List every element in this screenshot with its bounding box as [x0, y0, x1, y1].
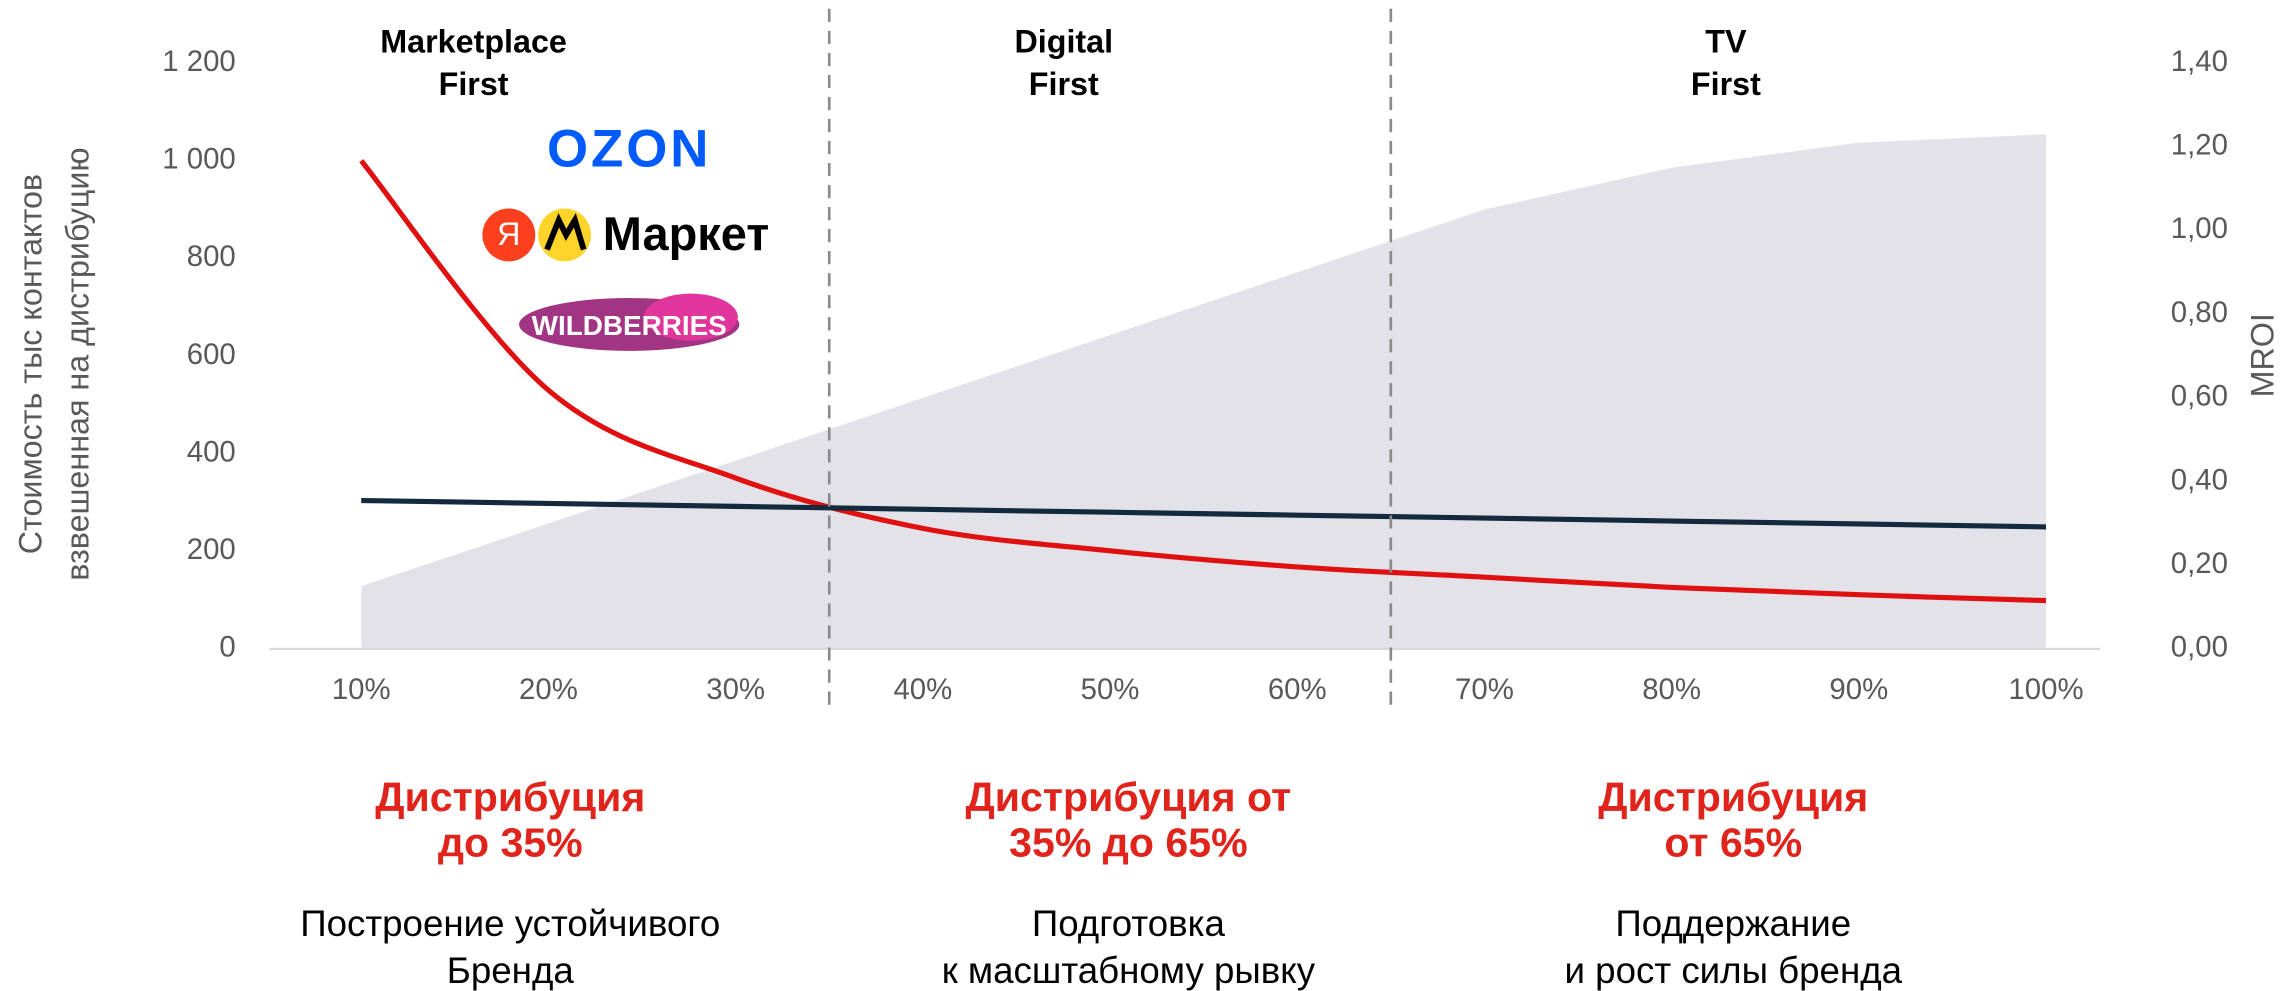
ozon-logo: OZON: [547, 120, 711, 179]
x-tick-label: 60%: [1268, 673, 1327, 706]
section-title: Digital: [1014, 24, 1113, 60]
section-title: TV: [1705, 24, 1747, 60]
section-text: Построение устойчивого: [300, 903, 720, 944]
market-logo: Маркет: [603, 207, 770, 260]
y-tick-label: 600: [187, 338, 236, 371]
x-tick-label: 50%: [1081, 673, 1140, 706]
line: [361, 497, 2047, 530]
y-tick-label: 0: [219, 631, 235, 664]
x-tick-label: 80%: [1642, 673, 1701, 706]
x-tick-label: 10%: [332, 673, 391, 706]
y2-tick-label: 0,20: [2171, 547, 2228, 580]
wb-blob-pink: [643, 293, 738, 341]
section-heading: Дистрибуция: [1598, 774, 1868, 820]
y2-axis-title: MROI: [2244, 313, 2280, 397]
yandex-circle: [482, 208, 536, 262]
section-text: Подготовка: [1032, 903, 1226, 944]
y-axis-title: Стоимость тыс контактов: [13, 174, 49, 554]
section-title: First: [439, 66, 509, 102]
section-heading: от 65%: [1664, 820, 1802, 866]
y-tick-label: 1 200: [162, 45, 235, 78]
yandex-letter: Я: [497, 216, 520, 252]
section-text: Поддержание: [1615, 903, 1851, 944]
y-tick-label: 200: [187, 533, 236, 566]
line: [359, 159, 2047, 604]
x-tick-label: 30%: [706, 673, 765, 706]
section-heading: 35% до 65%: [1009, 820, 1248, 866]
section-heading: до 35%: [438, 820, 583, 866]
section-heading: Дистрибуция от: [966, 774, 1292, 820]
x-tick-label: 70%: [1455, 673, 1514, 706]
market-mark: [544, 213, 587, 251]
section-text: и рост силы бренда: [1564, 950, 1902, 991]
y2-tick-label: 0,80: [2171, 296, 2228, 329]
section-text: Бренда: [447, 950, 575, 991]
y2-tick-label: 0,60: [2171, 380, 2228, 413]
y2-tick-label: 1,40: [2171, 45, 2228, 78]
section-title: First: [1691, 66, 1761, 102]
x-tick-label: 40%: [893, 673, 952, 706]
y2-tick-label: 1,20: [2171, 129, 2228, 162]
y2-tick-label: 1,00: [2171, 212, 2228, 245]
y2-tick-label: 0,00: [2171, 631, 2228, 664]
y-axis-title: взвешенная на дистрибуцию: [60, 147, 96, 580]
y-tick-label: 400: [187, 435, 236, 468]
x-tick-label: 90%: [1829, 673, 1888, 706]
y-tick-label: 800: [187, 240, 236, 273]
section-text: к масштабному рывку: [942, 950, 1316, 991]
x-tick-label: 20%: [519, 673, 578, 706]
section-title: First: [1029, 66, 1099, 102]
section-heading: Дистрибуция: [375, 774, 645, 820]
wb-logo: WILDBERRIES: [532, 310, 727, 341]
section-title: Marketplace: [380, 24, 567, 60]
y-tick-label: 1 000: [162, 143, 235, 176]
x-tick-label: 100%: [2008, 673, 2083, 706]
y2-tick-label: 0,40: [2171, 463, 2228, 496]
